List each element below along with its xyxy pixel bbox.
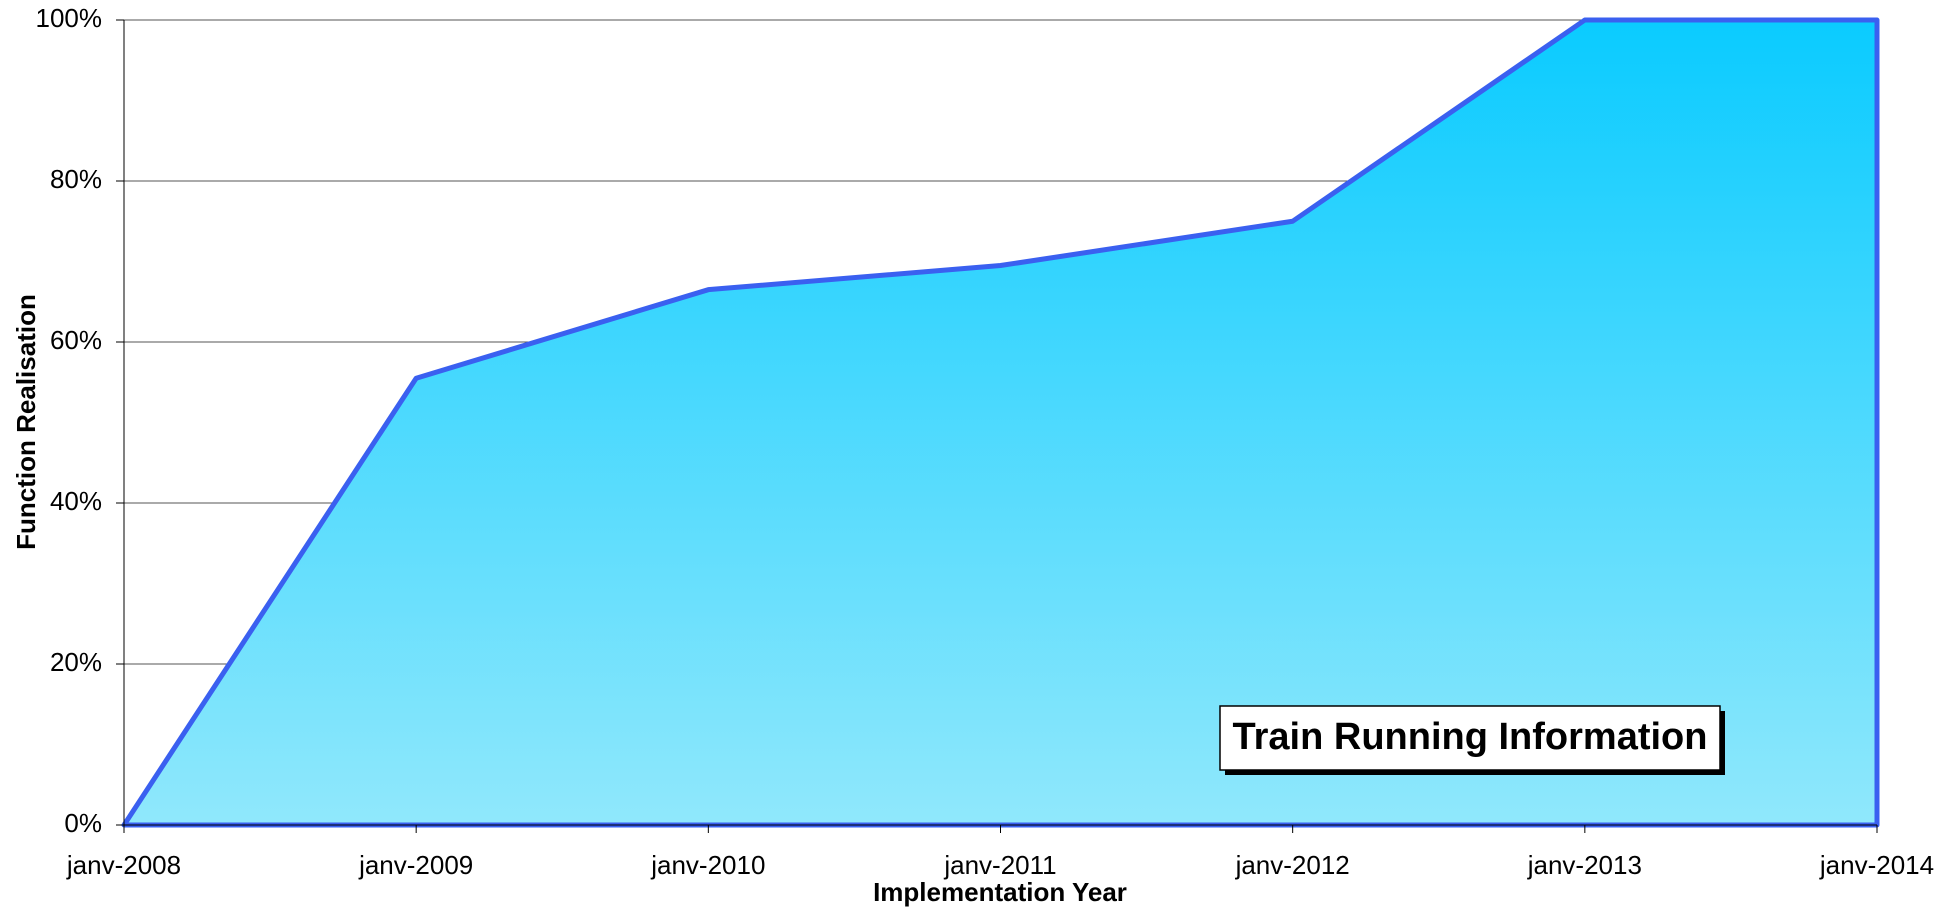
y-tick-label: 20% bbox=[50, 647, 102, 677]
area bbox=[121, 17, 1880, 828]
annotation-box bbox=[1219, 705, 1721, 771]
x-tick-label: janv-2010 bbox=[650, 850, 765, 880]
y-tick-label: 0% bbox=[64, 808, 102, 838]
y-tick-label: 80% bbox=[50, 164, 102, 194]
x-tick-label: janv-2012 bbox=[1235, 850, 1350, 880]
y-tick-label: 100% bbox=[36, 3, 103, 33]
y-tick-label: 60% bbox=[50, 325, 102, 355]
x-tick-label: janv-2013 bbox=[1527, 850, 1642, 880]
x-tick-label: janv-2014 bbox=[1819, 850, 1934, 880]
x-axis-title: Implementation Year bbox=[873, 877, 1127, 907]
annotation: Train Running Information bbox=[1233, 716, 1708, 758]
y-axis-title: Function Realisation bbox=[11, 294, 41, 550]
x-tick-label: janv-2008 bbox=[66, 850, 181, 880]
x-tick-label: janv-2009 bbox=[358, 850, 473, 880]
y-tick-label: 40% bbox=[50, 486, 102, 516]
x-tick-label: janv-2011 bbox=[943, 850, 1056, 880]
